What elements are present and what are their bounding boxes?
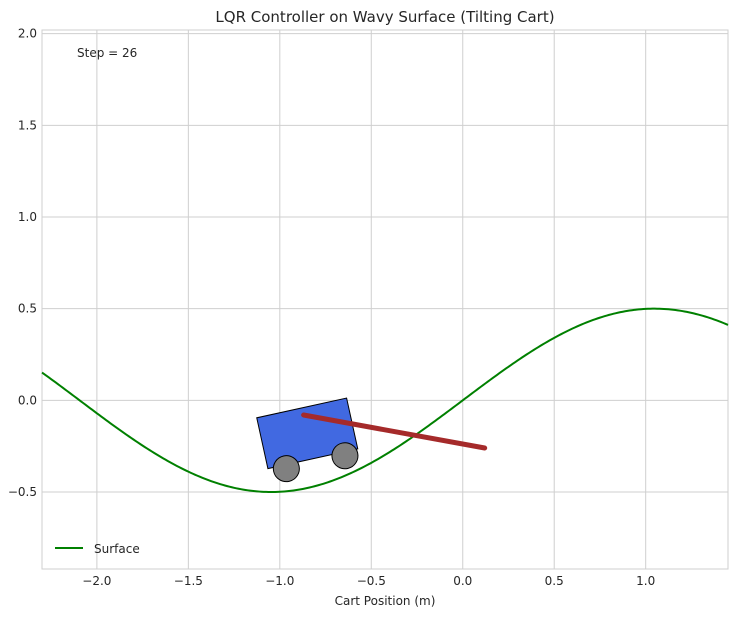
- surface-line: [41, 307, 729, 494]
- x-tick-label: 0.5: [545, 574, 564, 588]
- chart-title: LQR Controller on Wavy Surface (Tilting …: [215, 8, 554, 26]
- step-annotation: Step = 26: [77, 46, 137, 60]
- x-tick-label: −1.0: [265, 574, 294, 588]
- x-tick-label: 0.0: [453, 574, 472, 588]
- cart-assembly: [256, 397, 359, 483]
- x-axis-ticks: −2.0 −1.5 −1.0 −0.5 0.0 0.5 1.0: [82, 574, 655, 588]
- cart-wheel-right: [331, 442, 359, 470]
- y-axis-ticks: −0.5 0.0 0.5 1.0 1.5 2.0: [8, 27, 37, 499]
- legend-label-surface: Surface: [94, 542, 140, 556]
- y-tick-label: 0.0: [18, 393, 37, 407]
- y-tick-label: 1.0: [18, 210, 37, 224]
- y-tick-label: 2.0: [18, 27, 37, 41]
- cart: [256, 397, 488, 483]
- y-tick-label: 1.5: [18, 118, 37, 132]
- y-tick-label: −0.5: [8, 485, 37, 499]
- x-tick-label: −1.5: [174, 574, 203, 588]
- x-tick-label: −2.0: [82, 574, 111, 588]
- x-axis-title: Cart Position (m): [335, 594, 436, 608]
- cart-wheel-left: [272, 455, 300, 483]
- legend: Surface: [55, 542, 140, 556]
- y-tick-label: 0.5: [18, 302, 37, 316]
- grid: [41, 29, 729, 570]
- x-tick-label: 1.0: [636, 574, 655, 588]
- plot-frame: [41, 29, 729, 570]
- x-tick-label: −0.5: [357, 574, 386, 588]
- cart-pole: [301, 412, 488, 451]
